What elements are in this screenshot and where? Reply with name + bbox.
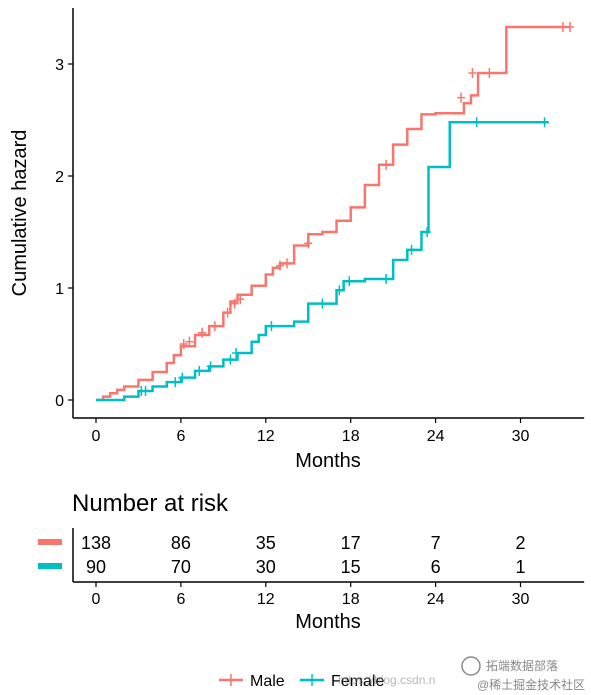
- censor-mark: [382, 274, 391, 285]
- risk-table-title: Number at risk: [72, 490, 229, 517]
- risk-x-tick-label: 0: [92, 591, 101, 608]
- x-axis-title: Months: [295, 450, 361, 472]
- series-lines: [96, 22, 575, 402]
- censor-mark: [171, 377, 180, 388]
- x-tick-label: 24: [427, 428, 445, 445]
- risk-value: 2: [515, 533, 525, 553]
- y-tick-label: 3: [55, 57, 64, 74]
- x-tick-label: 18: [342, 428, 360, 445]
- censor-mark: [382, 159, 391, 170]
- y-tick-label: 1: [55, 281, 64, 298]
- censor-mark: [345, 276, 354, 287]
- risk-row-key-female: [38, 563, 62, 569]
- risk-x-tick-label: 30: [512, 591, 530, 608]
- censor-mark: [179, 339, 188, 349]
- risk-value: 1: [515, 557, 525, 577]
- y-tick-label: 0: [55, 393, 64, 410]
- watermark-url: https://blog.csdn.n: [338, 673, 435, 687]
- risk-table: Number at risk 138 86 35 17 7 2 90 70 30 15 6 1 0 6 12…: [38, 490, 585, 633]
- risk-x-tick-label: 6: [176, 591, 185, 608]
- censor-mark: [267, 321, 276, 332]
- censor-mark: [230, 298, 239, 309]
- risk-value: 15: [341, 557, 361, 577]
- x-tick-label: 6: [176, 428, 185, 445]
- censor-mark: [206, 361, 215, 372]
- censor-mark: [275, 260, 284, 271]
- risk-x-tick-label: 12: [257, 591, 275, 608]
- censor-mark: [283, 258, 292, 269]
- censor-mark: [485, 67, 494, 78]
- censor-mark: [236, 294, 245, 305]
- legend-label-female: Female: [331, 673, 384, 690]
- series-line-male: [96, 25, 571, 402]
- risk-value: 7: [431, 533, 441, 553]
- censor-mark: [223, 307, 232, 318]
- risk-value: 6: [431, 557, 441, 577]
- watermark-community: @稀土掘金技术社区: [477, 677, 585, 692]
- censor-mark: [472, 117, 481, 128]
- censor-mark: [468, 67, 477, 78]
- risk-value: 17: [341, 533, 361, 553]
- risk-x-tick-label: 18: [342, 591, 360, 608]
- x-tick-label: 30: [512, 428, 530, 445]
- y-tick-label: 2: [55, 169, 64, 186]
- risk-row-key-male: [38, 539, 62, 545]
- risk-value: 86: [171, 533, 191, 553]
- risk-x-tick-label: 24: [427, 591, 445, 608]
- censor-mark: [141, 386, 150, 397]
- legend-label-male: Male: [250, 673, 285, 690]
- censor-mark: [335, 285, 344, 296]
- censor-mark: [407, 244, 416, 255]
- watermark: 拓端数据部落 https://blog.csdn.n @稀土掘金技术社区: [338, 656, 585, 692]
- censor-mark: [457, 92, 466, 103]
- censor-mark: [226, 354, 235, 365]
- censor-mark: [558, 22, 567, 33]
- y-axis-title: Cumulative hazard: [9, 130, 31, 297]
- watermark-brand: 拓端数据部落: [486, 658, 558, 673]
- legend: Male Female: [219, 673, 384, 690]
- risk-value: 35: [256, 533, 276, 553]
- x-tick-label: 12: [257, 428, 275, 445]
- risk-value: 30: [256, 557, 276, 577]
- x-tick-label: 0: [92, 428, 101, 445]
- censor-mark: [178, 372, 187, 383]
- censor-mark: [318, 298, 327, 309]
- series-line-female: [96, 120, 549, 402]
- risk-table-rows: 138 86 35 17 7 2 90 70 30 15 6 1 0 6 12 18 24 30: [38, 528, 585, 608]
- risk-x-axis-title: Months: [295, 611, 361, 633]
- censor-mark: [304, 238, 313, 249]
- wechat-icon: [461, 656, 481, 676]
- censor-mark: [566, 22, 575, 33]
- censor-mark: [423, 227, 432, 237]
- censor-mark: [198, 327, 207, 338]
- censor-mark: [185, 336, 194, 347]
- censor-mark: [195, 365, 204, 376]
- risk-value: 90: [86, 557, 106, 577]
- risk-value: 70: [171, 557, 191, 577]
- censor-mark: [540, 117, 549, 128]
- censor-mark: [210, 321, 219, 332]
- risk-value: 138: [81, 533, 111, 553]
- censor-mark: [232, 347, 241, 358]
